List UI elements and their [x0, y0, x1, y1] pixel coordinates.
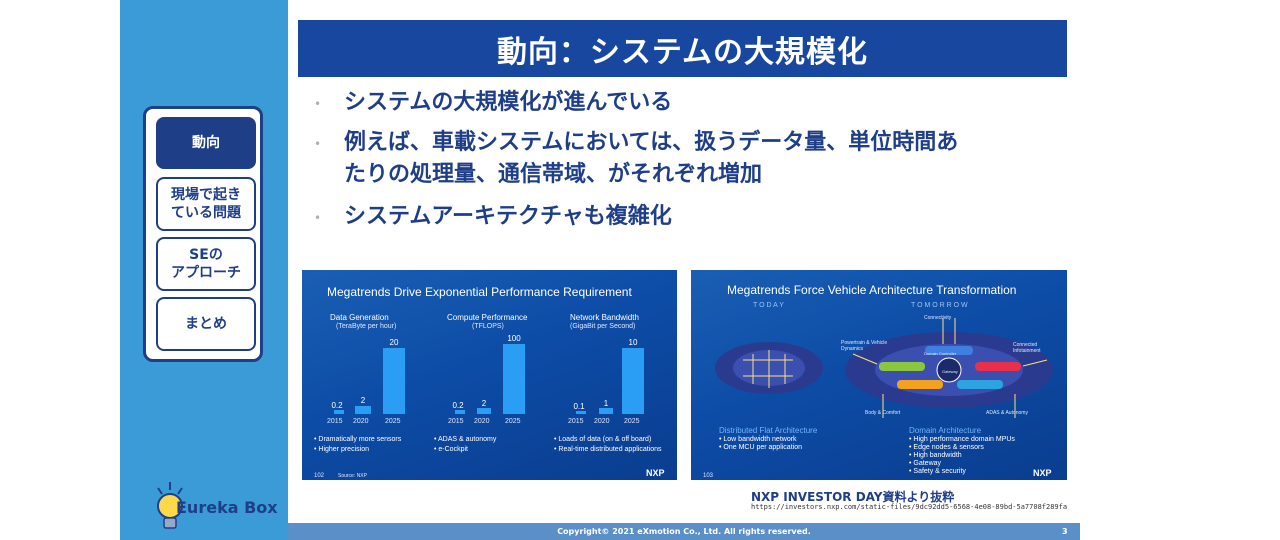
- slide-title: 動向：システムの大規模化: [496, 34, 869, 70]
- slide1-page: 102: [314, 473, 325, 479]
- value: 2: [481, 399, 487, 408]
- note: • ADAS & autonomy: [434, 436, 497, 443]
- source-caption: NXP INVESTOR DAY資料より抜粋: [751, 490, 955, 504]
- nav-item-summary[interactable]: まとめ: [156, 297, 256, 351]
- label-body: Body & Comfort: [865, 410, 901, 416]
- bar: [455, 410, 465, 414]
- value: 20: [389, 338, 399, 347]
- bullet-marker: •: [314, 211, 322, 225]
- value: 2: [360, 396, 366, 405]
- label-gateway: Gateway: [942, 369, 958, 374]
- logo-text: Eureka Box: [176, 498, 278, 517]
- left-heading: Distributed Flat Architecture: [719, 426, 818, 435]
- group3-name: Network Bandwidth: [570, 313, 639, 322]
- value: 10: [628, 338, 638, 347]
- label-domain-controller: Domain Controller: [924, 351, 957, 356]
- year: 2015: [448, 418, 464, 425]
- note: • Higher precision: [314, 446, 369, 453]
- year: 2015: [568, 418, 584, 425]
- today-label: T O D A Y: [753, 302, 784, 309]
- label-connectivity: Connectivity: [924, 315, 952, 321]
- nxp-logo: NXP: [1033, 468, 1052, 478]
- group1-unit: (TeraByte per hour): [336, 323, 397, 330]
- note: • High bandwidth: [909, 452, 962, 459]
- slide1-title: Megatrends Drive Exponential Performance…: [327, 285, 632, 299]
- eureka-box-logo: [157, 482, 183, 529]
- group3-unit: (GigaBit per Second): [570, 323, 636, 330]
- bar: [622, 348, 644, 414]
- year: 2020: [594, 418, 610, 425]
- bullet-1: システムの大規模化が進んでいる: [344, 90, 673, 115]
- slide-image-architecture: Megatrends Force Vehicle Architecture Tr…: [691, 270, 1067, 480]
- year: 2020: [474, 418, 490, 425]
- bullet-marker: •: [314, 97, 322, 111]
- slide-image-performance: Megatrends Drive Exponential Performance…: [302, 270, 677, 480]
- slide1-source: Source: NXP: [338, 473, 367, 479]
- footer-bar: [288, 523, 1080, 540]
- nxp-logo: NXP: [646, 468, 665, 478]
- year: 2020: [353, 418, 369, 425]
- note: • Safety & security: [909, 468, 966, 475]
- bar: [599, 408, 613, 414]
- bar: [383, 348, 405, 414]
- note: • One MCU per application: [719, 444, 802, 451]
- year: 2015: [327, 418, 343, 425]
- bar: [477, 408, 491, 414]
- bar: [576, 411, 586, 414]
- slide2-page: 103: [703, 473, 714, 479]
- nav-item-trend[interactable]: 動向: [156, 117, 256, 169]
- bullet-3: システムアーキテクチャも複雑化: [344, 204, 672, 229]
- label-connected: Connected Infotainment: [1013, 342, 1041, 354]
- bar: [334, 410, 344, 414]
- value: 100: [507, 334, 521, 343]
- nav-panel: 動向 現場で起き ている問題 SEの アプローチ まとめ: [143, 106, 263, 362]
- right-heading: Domain Architecture: [909, 426, 982, 435]
- bullet-marker: •: [314, 137, 322, 151]
- label-adas: ADAS & Autonomy: [986, 410, 1028, 416]
- car-tomorrow-diagram: [845, 318, 1053, 418]
- label-powertrain: Powertrain & Vehicle Dynamics: [841, 340, 888, 352]
- nav-item-se-approach[interactable]: SEの アプローチ: [156, 237, 256, 291]
- bullet-2-cont: たりの処理量、通信帯域、がそれぞれ増加: [344, 162, 763, 187]
- note: • Dramatically more sensors: [314, 436, 402, 443]
- bar: [355, 406, 371, 414]
- tomorrow-label: T O M O R R O W: [911, 302, 968, 309]
- note: • High performance domain MPUs: [909, 436, 1015, 443]
- value: 0.1: [573, 402, 585, 411]
- year: 2025: [624, 418, 640, 425]
- value: 0.2: [331, 401, 343, 410]
- value: 0.2: [452, 401, 464, 410]
- bar: [503, 344, 525, 414]
- note: • Gateway: [909, 460, 942, 467]
- group2-name: Compute Performance: [447, 313, 528, 322]
- note: • Real-time distributed applications: [554, 446, 662, 453]
- group2-unit: (TFLOPS): [472, 323, 504, 330]
- copyright: Copyright© 2021 eXmotion Co., Ltd. All r…: [557, 527, 811, 536]
- note: • e-Cockpit: [434, 446, 468, 453]
- nav-item-problems[interactable]: 現場で起き ている問題: [156, 177, 256, 231]
- note: • Loads of data (on & off board): [554, 436, 652, 443]
- slide2-title: Megatrends Force Vehicle Architecture Tr…: [727, 283, 1017, 297]
- year: 2025: [505, 418, 521, 425]
- title-bar: [298, 20, 1067, 77]
- value: 1: [603, 399, 609, 408]
- bullet-2: 例えば、車載システムにおいては、扱うデータ量、単位時間あ: [344, 130, 959, 155]
- page-number: 3: [1062, 527, 1068, 536]
- group1-name: Data Generation: [330, 313, 389, 322]
- car-today-diagram: [715, 342, 823, 394]
- year: 2025: [385, 418, 401, 425]
- note: • Low bandwidth network: [719, 436, 797, 443]
- note: • Edge nodes & sensors: [909, 444, 984, 451]
- source-url[interactable]: https://investors.nxp.com/static-files/9…: [751, 503, 1068, 511]
